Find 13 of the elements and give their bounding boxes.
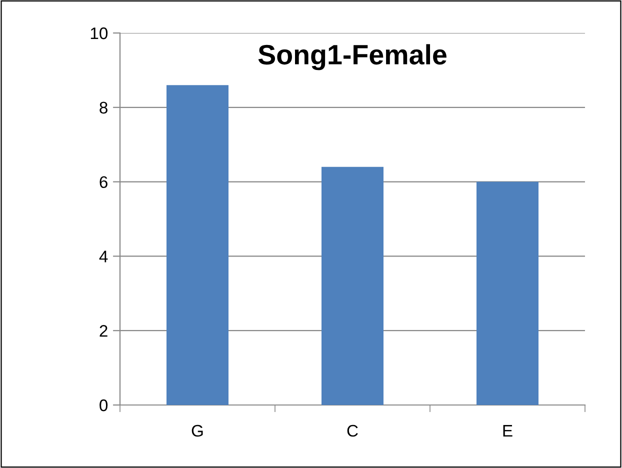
x-tick-label: C: [347, 424, 358, 437]
bar: [322, 166, 384, 405]
y-tick-label: 6: [100, 176, 108, 188]
bar: [166, 85, 228, 405]
y-tick-label: 2: [100, 325, 108, 337]
y-tick-label: 8: [100, 102, 108, 114]
y-tick-label: 0: [100, 399, 108, 412]
bar: [476, 182, 538, 405]
x-tick-label: G: [192, 424, 203, 437]
x-tick-label: E: [503, 425, 512, 437]
y-tick-label: 10: [90, 27, 108, 40]
chart-title: Song1-Female: [258, 44, 446, 70]
y-tick-label: 4: [99, 250, 108, 262]
